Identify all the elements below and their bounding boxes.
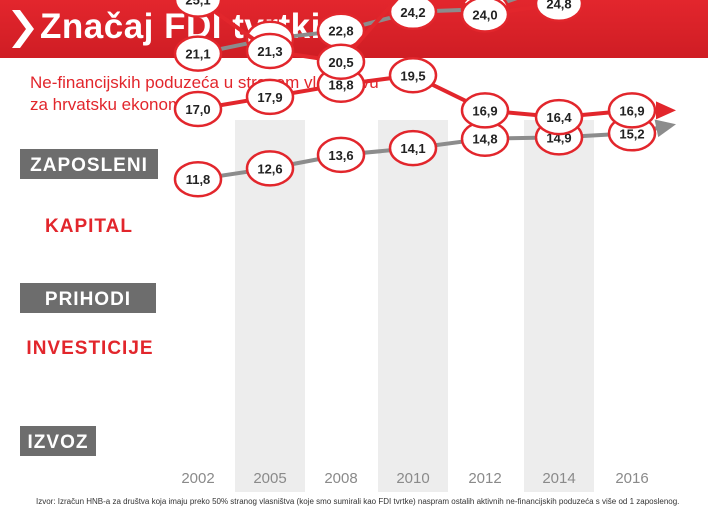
- data-point-zaposleni-2010: [388, 129, 438, 167]
- data-label-kapital-2012: 16,9: [472, 103, 497, 118]
- year-band-2010: [378, 120, 448, 492]
- data-label-kapital-2014: 16,4: [546, 110, 572, 125]
- chevron-right-icon: [12, 10, 34, 48]
- source-footnote: Izvor: Izračun HNB-a za društva koja ima…: [36, 497, 680, 506]
- chart-subtitle: Ne-financijskih poduzeća u stranom vlasn…: [30, 72, 379, 116]
- data-label-investicije-2012: 24,0: [472, 8, 497, 23]
- data-label-prihodi-2010: 24,2: [400, 5, 425, 20]
- data-label-zaposleni-2005: 12,6: [257, 161, 282, 176]
- data-label-zaposleni-2016: 15,2: [619, 126, 644, 141]
- year-band-2014: [524, 120, 594, 492]
- data-label-zaposleni-2008: 13,6: [328, 148, 353, 163]
- data-point-investicije-2012: [460, 0, 510, 33]
- x-tick-label-2012: 2012: [468, 470, 501, 487]
- series-label-box-izvoz: [20, 426, 96, 456]
- data-point-investicije-2008: [316, 43, 366, 80]
- data-label-kapital-2008: 18,8: [328, 78, 353, 93]
- x-tick-label-2008: 2008: [324, 470, 357, 487]
- data-label-zaposleni-2012: 14,8: [472, 132, 497, 147]
- x-tick-label-2005: 2005: [253, 470, 286, 487]
- data-point-zaposleni-2005: [245, 150, 295, 187]
- series-label-box-kapital: [20, 210, 158, 240]
- series-label-box-zaposleni: [20, 149, 158, 179]
- series-arrowhead-zaposleni: [654, 119, 676, 138]
- data-point-prihodi-2010: [388, 0, 438, 31]
- series-label-box-prihodi: [20, 283, 156, 313]
- data-point-kapital-2016: [607, 92, 657, 129]
- subtitle-line-1: Ne-financijskih poduzeća u stranom vlasn…: [30, 73, 379, 92]
- series-label-prihodi: PRIHODI: [45, 289, 131, 310]
- data-label-investicije-2002: 25,1: [185, 0, 210, 8]
- data-label-prihodi-2008: 22,8: [328, 24, 353, 39]
- x-tick-label-2016: 2016: [615, 470, 648, 487]
- series-label-izvoz: IZVOZ: [28, 432, 89, 453]
- data-label-kapital-2016: 16,9: [619, 103, 644, 118]
- data-point-kapital-2010: [388, 57, 438, 94]
- data-label-investicije-2008: 20,5: [328, 55, 353, 70]
- series-arrowhead-kapital: [656, 101, 676, 120]
- x-tick-label-2010: 2010: [396, 470, 429, 487]
- subtitle-line-2: za hrvatsku ekonomiju: [30, 95, 200, 114]
- data-label-kapital-2002: 17,0: [185, 102, 210, 117]
- data-point-investicije-2005: [245, 32, 295, 70]
- data-label-prihodi-2002: 21,1: [185, 47, 210, 62]
- x-tick-label-2002: 2002: [181, 470, 214, 487]
- data-label-zaposleni-2010: 14,1: [400, 141, 425, 156]
- data-label-kapital-2010: 19,5: [400, 68, 425, 83]
- data-point-investicije-2014: [534, 0, 584, 22]
- data-label-investicije-2005: 21,3: [257, 44, 282, 59]
- data-point-zaposleni-2002: [173, 160, 223, 198]
- data-label-zaposleni-2002: 11,8: [186, 172, 211, 187]
- data-point-prihodi-2002: [173, 35, 223, 72]
- data-point-zaposleni-2008: [316, 136, 366, 174]
- data-point-investicije-2002: [173, 0, 223, 18]
- data-point-kapital-2014: [534, 98, 584, 136]
- x-tick-label-2014: 2014: [542, 470, 575, 487]
- series-label-investicije: INVESTICIJE: [26, 338, 153, 359]
- series-label-kapital: KAPITAL: [45, 216, 133, 237]
- series-label-zaposleni: ZAPOSLENI: [30, 155, 148, 176]
- data-point-kapital-2012: [460, 92, 510, 129]
- data-point-kapital-2005: [245, 78, 295, 116]
- data-label-investicije-2014: 24,8: [546, 0, 571, 12]
- data-label-kapital-2005: 17,9: [257, 90, 282, 105]
- data-point-kapital-2002: [173, 90, 223, 128]
- series-label-box-investicije: [20, 332, 160, 362]
